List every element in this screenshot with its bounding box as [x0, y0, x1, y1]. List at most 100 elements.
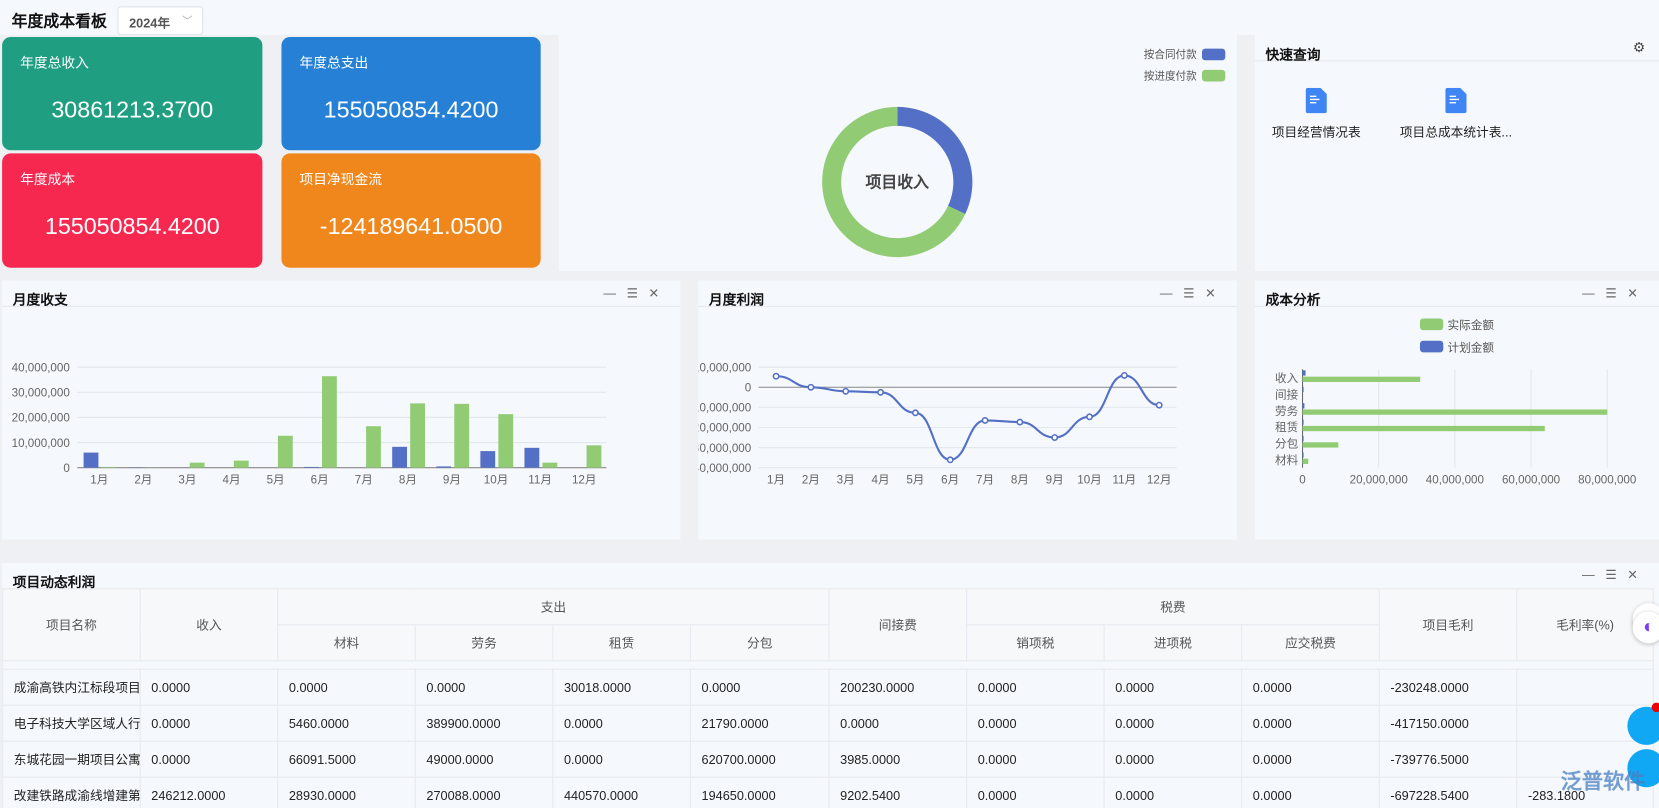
col-expense: 支出 [277, 588, 830, 626]
panel-controls[interactable]: —☰✕ [1582, 567, 1649, 582]
year-select[interactable]: 2024年 ﹀ [117, 6, 204, 35]
bar [392, 446, 408, 468]
y-tick-label: 20,000,000 [12, 412, 71, 425]
table-cell: 9202.5400 [828, 776, 968, 808]
bar-planned [1302, 419, 1304, 425]
data-point [1051, 434, 1059, 441]
panel-controls[interactable]: —☰✕ [1159, 285, 1227, 301]
panel-header [1254, 280, 1659, 307]
legend-label: 按进度付款 [1144, 69, 1197, 82]
quick-query-panel: 快速查询 ⚙ 项目经营情况表 项目总成本统计表... [1254, 34, 1659, 271]
chat-button[interactable] [1627, 706, 1659, 745]
table-cell: 0.0000 [139, 740, 279, 778]
project-profit-panel: 项目动态利润 —☰✕ 项目名称 收入 支出 间接费 税费 项目毛利 毛利率(%) 材料 劳务租… [2, 562, 1659, 808]
data-point [1120, 371, 1128, 379]
quick-item-cost-stats[interactable]: 项目总成本统计表... [1390, 87, 1521, 141]
card-value: 30861213.3700 [51, 96, 214, 123]
x-tick-label: 3月 [837, 474, 855, 487]
y-tick-label: 10,000,000 [12, 437, 71, 450]
bar [83, 452, 99, 468]
message-button[interactable] [1627, 749, 1659, 788]
y-tick-label: -10,000,000 [698, 402, 751, 415]
x-tick-label: 11月 [1113, 474, 1137, 487]
x-tick-label: 2月 [134, 474, 152, 487]
bar [101, 466, 117, 468]
legend-swatch [1202, 48, 1226, 61]
panel-controls[interactable]: —☰✕ [603, 285, 670, 301]
bar-actual [1302, 425, 1545, 432]
bar-planned [1302, 452, 1304, 458]
table-cell: -417150.0000 [1378, 704, 1518, 742]
table-row[interactable]: 电子科技大学区域人行 0.0000 5460.0000 389900.0000 0.00… [2, 704, 1654, 742]
table-cell: 620700.0000 [689, 740, 830, 778]
table-cell: 0.0000 [1241, 704, 1380, 742]
y-tick-label: 收入 [1275, 371, 1299, 385]
bar-actual [1302, 458, 1309, 464]
table-cell: 0.0000 [139, 704, 279, 742]
y-tick-label: 10,000,000 [698, 361, 751, 374]
col-material: 材料 [277, 624, 416, 662]
panel-header [1254, 35, 1659, 62]
col-pay-tax: 应交税费 [1241, 624, 1380, 662]
x-tick-label: 3月 [178, 474, 196, 487]
col-out-tax: 销项税 [966, 624, 1105, 662]
col-income: 收入 [139, 588, 279, 662]
table-row[interactable]: 东城花园一期项目公寓 0.0000 66091.5000 49000.0000 0.00… [2, 740, 1654, 778]
gear-icon[interactable]: ⚙ [1633, 39, 1646, 56]
card-label: 年度总收入 [20, 55, 89, 71]
top-bar [0, 0, 1659, 35]
x-tick-label: 60,000,000 [1502, 474, 1561, 487]
col-indirect: 间接费 [828, 588, 968, 662]
table-cell: 5460.0000 [277, 704, 416, 742]
bar-actual [1302, 409, 1608, 415]
x-tick-label: 9月 [1046, 474, 1064, 487]
table-cell: 0.0000 [689, 668, 830, 706]
bar [436, 466, 452, 468]
col-name: 项目名称 [2, 588, 141, 662]
bar [189, 462, 205, 468]
y-tick-label: 30,000,000 [12, 387, 71, 400]
bar [322, 376, 337, 468]
x-tick-label: 6月 [941, 474, 959, 487]
legend-label: 按合同付款 [1144, 48, 1197, 61]
x-tick-label: 1月 [90, 474, 108, 487]
y-tick-label: 0 [745, 381, 752, 394]
table-cell: 0.0000 [828, 704, 968, 742]
x-tick-label: 8月 [399, 474, 417, 487]
table-cell: 0.0000 [966, 740, 1105, 778]
card-total-expense: 年度总支出 155050854.4200 [281, 37, 541, 151]
bar [304, 466, 319, 468]
panel-title: 快速查询 [1265, 46, 1321, 63]
monthly-profit-line-chart: 10,000,000 0 -10,000,000 -20,000,000 -30,000… [698, 361, 1177, 487]
table-cell: 0.0000 [1103, 776, 1243, 808]
panel-controls[interactable]: —☰✕ [1582, 285, 1649, 301]
quick-item-operations[interactable]: 项目经营情况表 [1268, 87, 1365, 141]
legend-swatch [1419, 340, 1444, 353]
notification-dot [1651, 702, 1659, 713]
document-icon [1445, 87, 1467, 114]
data-point [911, 409, 919, 417]
y-tick-label: 0 [63, 462, 70, 475]
project-profit-table: 项目名称 收入 支出 间接费 税费 项目毛利 毛利率(%) 材料 劳务 租赁 分包 销项税 进项税 应交… [2, 588, 1654, 808]
card-value: 155050854.4200 [44, 212, 220, 240]
y-tick-label: 材料 [1275, 453, 1299, 467]
x-tick-label: 80,000,000 [1578, 474, 1637, 487]
panel-title: 月度利润 [708, 292, 764, 308]
panel-header [2, 280, 681, 307]
table-row[interactable]: 改建铁路成渝线增建第 246212.0000 28930.0000 270088.00… [2, 776, 1654, 808]
y-tick-label: -30,000,000 [698, 442, 751, 455]
table-row[interactable]: 成渝高铁内江标段项目 0.0000 0.0000 0.0000 30018.0000 0.… [2, 668, 1654, 706]
data-point [1086, 413, 1093, 421]
panel-header [698, 280, 1237, 307]
legend-label: 计划金额 [1447, 340, 1494, 354]
col-labor: 劳务 [414, 624, 554, 662]
data-point [1016, 418, 1024, 426]
card-label: 年度成本 [20, 171, 76, 188]
col-gross: 项目毛利 [1378, 588, 1518, 662]
table-cell: 66091.5000 [277, 740, 416, 778]
ai-assistant-button[interactable]: ◐ [1632, 611, 1659, 644]
table-cell: 0.0000 [1103, 704, 1243, 742]
donut-slice [897, 106, 973, 214]
